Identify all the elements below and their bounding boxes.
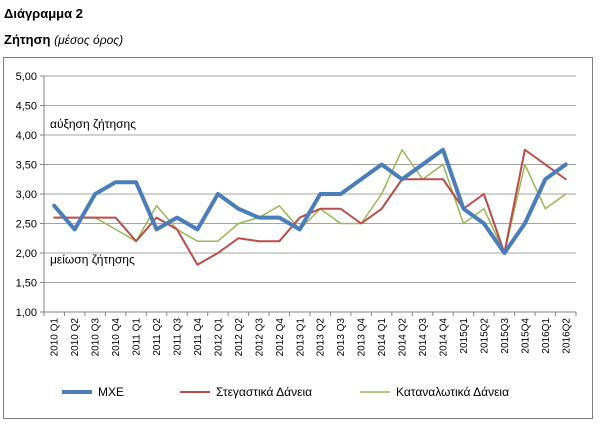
y-tick-label: 3,50 — [16, 160, 37, 172]
x-tick-label: 2016Q2 — [561, 318, 572, 354]
chart-figure-number: Διάγραμμα 2 — [4, 6, 83, 21]
x-tick-label: 2010 Q4 — [111, 318, 122, 357]
y-tick-label: 2,50 — [16, 219, 37, 231]
y-tick-label: 3,00 — [16, 189, 37, 201]
x-tick-label: 2010 Q3 — [91, 318, 102, 357]
series-lines — [52, 147, 568, 266]
x-tick-label: 2011 Q1 — [132, 318, 143, 356]
x-tick-label: 2013 Q4 — [357, 318, 368, 357]
x-tick-label: 2010 Q1 — [50, 318, 61, 357]
x-tick-label: 2014 Q4 — [439, 318, 450, 357]
figure-number-text: Διάγραμμα 2 — [4, 6, 83, 21]
x-tick-label: 2011 Q2 — [152, 318, 163, 356]
y-tick-label: 2,00 — [16, 248, 37, 260]
legend-entry: MXE — [98, 385, 124, 399]
series-line — [53, 149, 567, 254]
y-tick-label: 5,00 — [16, 71, 37, 83]
annotations: αύξηση ζήτησης μείωση ζήτησης — [50, 117, 136, 267]
x-tick-label: 2015Q2 — [479, 318, 490, 354]
x-tick-label: 2012 Q4 — [275, 318, 286, 357]
chart-title: Ζήτηση (μέσος όρος) — [4, 32, 123, 47]
y-tick-label: 1,50 — [16, 278, 37, 290]
legend-entry: Καταναλωτικά Δάνεια — [396, 385, 509, 399]
x-tick-label: 2011 Q4 — [193, 318, 204, 356]
chart-title-main: Ζήτηση — [4, 32, 51, 47]
legend-entry: Στεγαστικά Δάνεια — [216, 385, 312, 399]
y-tick-label: 1,00 — [16, 307, 37, 319]
x-tick-label: 2011 Q3 — [173, 318, 184, 356]
chart-frame — [3, 57, 593, 419]
y-tick-label: 4,00 — [16, 130, 37, 142]
x-tick-label: 2014 Q2 — [398, 318, 409, 357]
x-tick-label: 2016Q1 — [541, 318, 552, 354]
annotation-label: αύξηση ζήτησης — [50, 117, 136, 131]
x-tick-label: 2013 Q1 — [295, 318, 306, 357]
x-tick-label: 2015Q3 — [500, 318, 511, 354]
legend: MXE Στεγαστικά Δάνεια Καταναλωτικά Δάνεια — [62, 385, 509, 399]
x-tick-label: 2015Q1 — [459, 318, 470, 354]
x-tick-label: 2013 Q3 — [336, 318, 347, 357]
series-line — [53, 148, 567, 266]
x-tick-label: 2012 Q2 — [234, 318, 245, 357]
x-tick-label: 2012 Q3 — [254, 318, 265, 357]
x-tick-label: 2014 Q1 — [377, 318, 388, 357]
axes — [43, 76, 576, 313]
chart-title-note: (μέσος όρος) — [54, 33, 124, 47]
x-axis-ticks: 2010 Q1 2010 Q2 2010 Q3 2010 Q4 2011 Q1 2011 … — [43, 312, 577, 357]
series-line — [52, 147, 568, 255]
x-tick-label: 2013 Q2 — [316, 318, 327, 357]
x-tick-label: 2015Q4 — [520, 318, 531, 354]
y-axis-ticks: 1,00 1,50 2,00 2,50 3,00 3,50 4,00 4,50 5,00 — [16, 71, 44, 319]
x-tick-label: 2014 Q3 — [418, 318, 429, 357]
grid-lines — [44, 75, 576, 313]
annotation-label: μείωση ζήτησης — [50, 253, 135, 267]
x-tick-label: 2012 Q1 — [213, 318, 224, 357]
x-tick-label: 2010 Q2 — [70, 318, 81, 357]
y-tick-label: 4,50 — [16, 101, 37, 113]
